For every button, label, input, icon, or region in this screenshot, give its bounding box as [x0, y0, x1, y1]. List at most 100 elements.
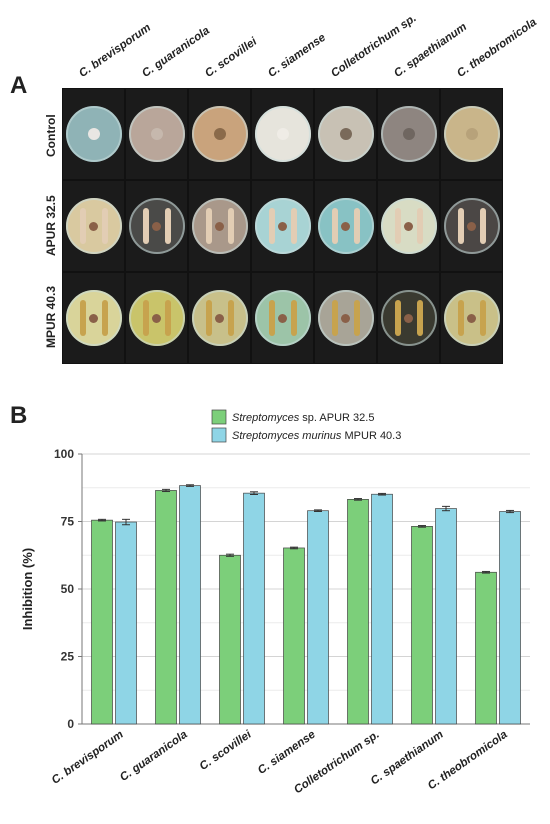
streptomyces-streak	[416, 300, 423, 336]
y-tick-label: 75	[61, 515, 75, 529]
petri-dish-rim	[254, 106, 311, 162]
petri-dish	[128, 106, 185, 162]
bar-mpur	[499, 511, 521, 725]
petri-dish	[65, 106, 122, 162]
bar-apur	[411, 526, 433, 725]
panel-a: A C. brevisporum C. guaranicola C. scovill…	[0, 0, 550, 370]
petri-dish	[191, 198, 248, 254]
fungal-inoculum	[339, 128, 352, 140]
petri-dish-rim	[128, 106, 185, 162]
petri-dish-rim	[65, 106, 122, 162]
plate-cell	[378, 273, 439, 363]
streptomyces-streak	[205, 208, 212, 244]
fungal-inoculum	[404, 313, 413, 323]
plate-cell	[63, 181, 124, 271]
fungal-inoculum	[150, 128, 163, 140]
petri-dish	[443, 290, 500, 346]
petri-dish	[128, 198, 185, 254]
fungal-inoculum	[152, 221, 161, 231]
streptomyces-streak	[268, 300, 275, 336]
legend-label: Streptomyces murinus MPUR 40.3	[232, 430, 401, 442]
petri-dish-rim	[443, 106, 500, 162]
petri-dish-rim	[254, 198, 311, 254]
legend-swatch	[211, 409, 227, 425]
fungal-inoculum	[402, 128, 415, 140]
bar-mpur	[179, 485, 201, 725]
streptomyces-streak	[416, 208, 423, 244]
plate-cell	[441, 273, 502, 363]
petri-dish-rim	[128, 198, 185, 254]
streptomyces-streak	[164, 208, 171, 244]
plate-column-label: C. scovillei	[203, 35, 260, 80]
plate-cell	[126, 89, 187, 179]
petri-dish-rim	[317, 198, 374, 254]
petri-dish-rim	[443, 290, 500, 346]
streptomyces-streak	[457, 300, 464, 336]
petri-dish	[443, 106, 500, 162]
streptomyces-streak	[331, 300, 338, 336]
petri-dish-rim	[443, 198, 500, 254]
petri-dish	[380, 290, 437, 346]
x-tick-label: C. scovillei	[198, 728, 255, 773]
streptomyces-streak	[164, 300, 171, 336]
petri-dish	[128, 290, 185, 346]
panel-b-letter: B	[10, 402, 28, 429]
bar-apur	[475, 571, 497, 725]
bar-apur	[155, 490, 177, 725]
streptomyces-streak	[290, 208, 297, 244]
streptomyces-streak	[394, 208, 401, 244]
legend-swatch	[211, 427, 227, 443]
y-tick-label: 25	[61, 650, 75, 664]
petri-dish-rim	[191, 106, 248, 162]
fungal-inoculum	[89, 221, 98, 231]
plate-cell	[315, 181, 376, 271]
streptomyces-streak	[331, 208, 338, 244]
petri-dish	[65, 198, 122, 254]
petri-dish-rim	[191, 290, 248, 346]
legend-label-rest: sp. APUR 32.5	[299, 412, 374, 424]
plate-column-label: C. siamense	[266, 31, 328, 80]
plate-cell	[315, 273, 376, 363]
petri-plate-grid	[62, 88, 503, 364]
streptomyces-streak	[79, 300, 86, 336]
petri-dish	[380, 198, 437, 254]
petri-dish-rim	[380, 198, 437, 254]
plate-row-label: Control	[44, 114, 58, 158]
plate-cell	[252, 273, 313, 363]
fungal-inoculum	[152, 313, 161, 323]
bar-mpur	[243, 492, 265, 725]
streptomyces-streak	[101, 208, 108, 244]
plate-row-label: APUR 32.5	[44, 194, 58, 256]
bar-mpur	[307, 510, 329, 725]
bar-mpur	[371, 493, 393, 725]
streptomyces-streak	[268, 208, 275, 244]
streptomyces-streak	[353, 300, 360, 336]
petri-dish	[254, 198, 311, 254]
plate-row-label: MPUR 40.3	[44, 285, 58, 348]
bar-mpur	[435, 508, 457, 725]
streptomyces-streak	[394, 300, 401, 336]
fungal-inoculum	[404, 221, 413, 231]
petri-dish-rim	[128, 290, 185, 346]
plate-cell	[252, 89, 313, 179]
streptomyces-streak	[479, 208, 486, 244]
y-axis-label: Inhibition (%)	[20, 548, 35, 630]
petri-dish	[254, 290, 311, 346]
fungal-inoculum	[467, 313, 476, 323]
bar-apur	[347, 499, 369, 725]
plate-cell	[378, 181, 439, 271]
fungal-inoculum	[213, 128, 226, 140]
bar-apur	[91, 519, 113, 725]
petri-dish-rim	[380, 290, 437, 346]
plate-cell	[126, 273, 187, 363]
petri-dish-rim	[65, 290, 122, 346]
fungal-inoculum	[215, 221, 224, 231]
x-tick-label: C. brevisporum	[50, 729, 126, 787]
bar-mpur	[115, 521, 137, 725]
legend-label-rest: MPUR 40.3	[341, 430, 401, 442]
plate-cell	[441, 89, 502, 179]
petri-dish-rim	[191, 198, 248, 254]
plate-cell	[189, 273, 250, 363]
fungal-inoculum	[278, 221, 287, 231]
